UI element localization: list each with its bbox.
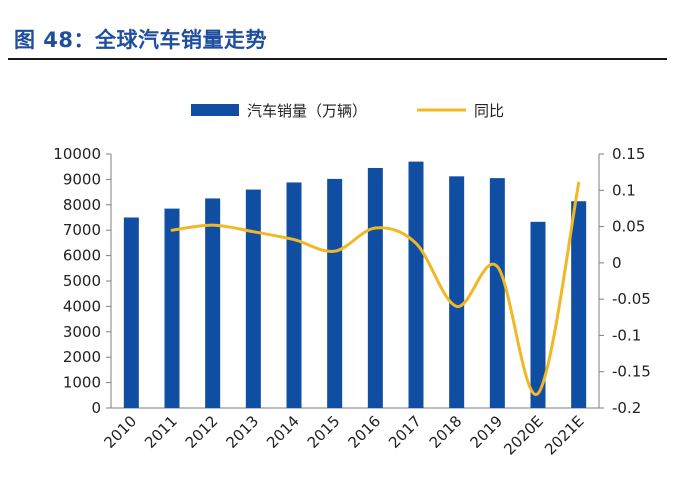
x-tick-label: 2017: [385, 412, 425, 452]
bar-2018: [449, 176, 465, 408]
left-tick-label: 10000: [53, 145, 101, 163]
bar-2016: [367, 167, 383, 408]
bar-series: [123, 161, 587, 408]
left-tick-label: 6000: [63, 247, 101, 265]
left-tick-label: 4000: [63, 297, 101, 315]
right-tick-label: -0.1: [612, 326, 641, 344]
left-tick-label: 3000: [63, 323, 101, 341]
bar-2011: [164, 208, 180, 408]
x-tick-label: 2012: [182, 412, 222, 452]
x-tick-label: 2010: [100, 412, 140, 452]
right-tick-label: -0.15: [612, 363, 651, 381]
x-tick-label: 2018: [426, 412, 466, 452]
title-divider: [8, 58, 667, 60]
right-tick-label: 0.05: [612, 218, 645, 236]
x-tick-label: 2011: [141, 412, 181, 452]
x-tick-label: 2015: [304, 412, 344, 452]
legend-line-label: 同比: [474, 102, 504, 120]
right-tick-label: -0.05: [612, 290, 651, 308]
yoy-line: [170, 181, 581, 396]
left-tick-label: 0: [91, 399, 101, 417]
x-tick-label: 2016: [344, 412, 384, 452]
bar-2013: [245, 189, 261, 408]
bar-2010: [123, 217, 139, 408]
right-tick-label: 0.15: [612, 145, 645, 163]
x-tick-label: 2014: [263, 412, 303, 452]
figure-title: 图 48：全球汽车销量走势: [14, 28, 268, 52]
left-tick-label: 7000: [63, 221, 101, 239]
legend-bar-swatch: [191, 104, 239, 116]
left-tick-label: 8000: [63, 196, 101, 214]
x-tick-labels: 2010 2011 2012 2013 2014 2015 2016 2017 2018 2019…: [100, 412, 587, 458]
bar-2012: [205, 198, 221, 408]
bar-2017: [408, 161, 424, 408]
x-tick-label: 2020E: [500, 412, 546, 458]
left-tick-label: 2000: [63, 348, 101, 366]
x-tick-label: 2021E: [541, 412, 587, 458]
chart-axes: 0 1000 2000 3000 4000 5000 6000 7000 8000 9000 100…: [53, 145, 651, 417]
bar-2019: [489, 178, 505, 408]
figure-header: 图 48：全球汽车销量走势: [8, 14, 667, 60]
right-tick-label: 0.1: [612, 181, 636, 199]
legend-bar-label: 汽车销量（万辆）: [247, 102, 367, 120]
bar-2021E: [571, 201, 587, 408]
right-tick-label: -0.2: [612, 399, 641, 417]
bar-2020E: [530, 221, 546, 408]
left-tick-label: 1000: [63, 374, 101, 392]
right-tick-label: 0: [612, 254, 622, 272]
x-tick-label: 2013: [222, 412, 262, 452]
chart-legend: 汽车销量（万辆） 同比: [191, 102, 504, 120]
left-tick-label: 9000: [63, 170, 101, 188]
bar-2014: [286, 182, 302, 408]
bar-2015: [327, 178, 343, 408]
left-tick-label: 5000: [63, 272, 101, 290]
